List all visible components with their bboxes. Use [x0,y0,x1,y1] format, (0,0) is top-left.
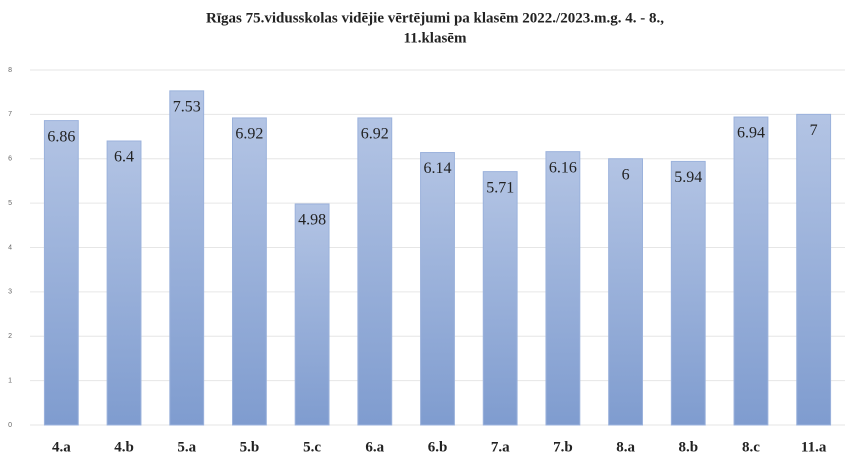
data-label: 6 [622,166,630,183]
data-label: 6.94 [737,125,765,142]
x-tick-label: 11.a [801,439,827,455]
bar [796,113,832,426]
y-tick-label: 1 [8,377,12,384]
data-label: 7 [810,122,818,139]
bar [733,116,769,426]
bar [169,90,205,426]
x-tick-label: 8.b [678,439,698,455]
data-label: 6.4 [114,149,134,166]
data-label: 6.86 [47,128,75,145]
bar [43,120,79,426]
y-tick-label: 5 [8,200,12,207]
data-label: 6.92 [235,126,263,143]
x-tick-label: 8.c [742,439,760,455]
chart-title: Rīgas 75.vidusskolas vidējie vērtējumi p… [206,10,664,26]
bar [670,160,706,426]
data-label: 7.53 [173,99,201,116]
y-tick-label: 0 [8,422,12,429]
bar [357,117,393,426]
x-tick-label: 6.b [428,439,448,455]
x-tick-label: 5.c [303,439,321,455]
x-tick-label: 7.b [553,439,573,455]
bar [106,140,142,426]
y-tick-label: 7 [8,111,12,118]
bar [545,151,581,426]
bar [482,171,518,426]
bar [608,158,644,426]
chart-title: 11.klasēm [404,30,467,46]
y-tick-label: 6 [8,156,12,163]
x-tick-label: 4.b [114,439,134,455]
data-label: 4.98 [298,212,326,229]
data-label: 5.71 [486,179,514,196]
data-label: 6.92 [361,126,389,143]
x-tick-label: 6.a [365,439,384,455]
y-tick-label: 3 [8,289,12,296]
x-tick-label: 4.a [52,439,71,455]
data-label: 6.16 [549,159,577,176]
x-tick-label: 5.b [240,439,260,455]
x-tick-label: 7.a [491,439,510,455]
bar [231,117,267,426]
x-tick-label: 8.a [616,439,635,455]
bar [294,203,330,426]
y-tick-label: 8 [8,67,12,74]
y-tick-label: 2 [8,333,12,340]
y-tick-label: 4 [8,244,12,251]
data-label: 5.94 [674,169,702,186]
x-tick-label: 5.a [177,439,196,455]
data-label: 6.14 [424,160,452,177]
bar [420,152,455,426]
